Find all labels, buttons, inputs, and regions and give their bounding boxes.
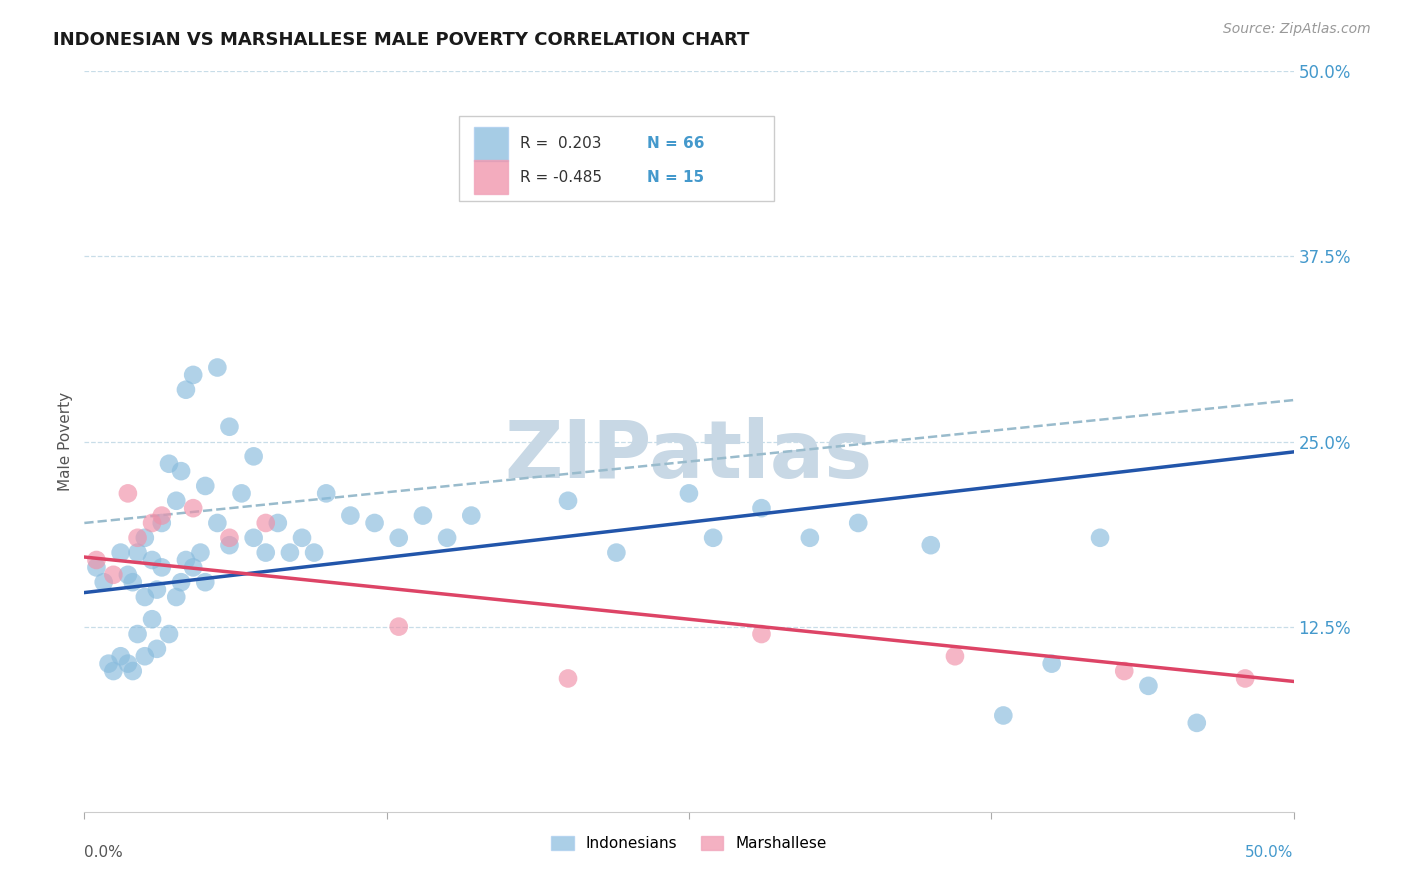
- Indonesians: [363, 516, 385, 530]
- Indonesians: [702, 531, 724, 545]
- Marshallese: [751, 627, 773, 641]
- Marshallese: [103, 567, 125, 582]
- Indonesians: [117, 567, 139, 582]
- Indonesians: [103, 664, 125, 678]
- Marshallese: [1234, 672, 1257, 686]
- Indonesians: [121, 575, 143, 590]
- Indonesians: [218, 419, 240, 434]
- Text: R = -0.485: R = -0.485: [520, 169, 602, 185]
- Indonesians: [315, 486, 337, 500]
- Indonesians: [165, 590, 187, 604]
- Indonesians: [110, 649, 132, 664]
- Indonesians: [150, 516, 173, 530]
- Text: INDONESIAN VS MARSHALLESE MALE POVERTY CORRELATION CHART: INDONESIAN VS MARSHALLESE MALE POVERTY C…: [53, 31, 749, 49]
- Indonesians: [97, 657, 120, 671]
- Indonesians: [150, 560, 173, 574]
- Marshallese: [1114, 664, 1136, 678]
- Marshallese: [150, 508, 173, 523]
- FancyBboxPatch shape: [460, 116, 773, 201]
- Marshallese: [943, 649, 966, 664]
- Indonesians: [1040, 657, 1063, 671]
- Y-axis label: Male Poverty: Male Poverty: [58, 392, 73, 491]
- Text: R =  0.203: R = 0.203: [520, 136, 602, 152]
- Text: N = 15: N = 15: [647, 169, 704, 185]
- Indonesians: [920, 538, 942, 552]
- Indonesians: [157, 457, 180, 471]
- Indonesians: [146, 641, 169, 656]
- Indonesians: [254, 546, 277, 560]
- Indonesians: [799, 531, 821, 545]
- Indonesians: [127, 627, 149, 641]
- Indonesians: [1137, 679, 1160, 693]
- Indonesians: [993, 708, 1015, 723]
- Marshallese: [181, 501, 204, 516]
- Indonesians: [93, 575, 115, 590]
- Indonesians: [605, 546, 627, 560]
- Text: 0.0%: 0.0%: [84, 845, 124, 860]
- Indonesians: [388, 531, 411, 545]
- Indonesians: [110, 546, 132, 560]
- Indonesians: [174, 553, 197, 567]
- Text: 50.0%: 50.0%: [1246, 845, 1294, 860]
- Legend: Indonesians, Marshallese: Indonesians, Marshallese: [544, 830, 834, 857]
- Indonesians: [157, 627, 180, 641]
- Indonesians: [231, 486, 253, 500]
- Indonesians: [278, 546, 301, 560]
- Indonesians: [134, 531, 156, 545]
- Marshallese: [557, 672, 579, 686]
- Indonesians: [146, 582, 169, 597]
- Indonesians: [1185, 715, 1208, 730]
- Indonesians: [436, 531, 458, 545]
- Indonesians: [194, 575, 217, 590]
- Indonesians: [291, 531, 314, 545]
- Indonesians: [412, 508, 434, 523]
- Marshallese: [117, 486, 139, 500]
- FancyBboxPatch shape: [474, 128, 508, 161]
- Marshallese: [218, 531, 240, 545]
- Indonesians: [207, 516, 229, 530]
- Indonesians: [121, 664, 143, 678]
- Indonesians: [242, 450, 264, 464]
- Indonesians: [141, 553, 163, 567]
- Indonesians: [117, 657, 139, 671]
- Indonesians: [339, 508, 361, 523]
- Marshallese: [86, 553, 108, 567]
- Indonesians: [751, 501, 773, 516]
- Indonesians: [846, 516, 869, 530]
- Marshallese: [141, 516, 163, 530]
- Indonesians: [174, 383, 197, 397]
- Indonesians: [242, 531, 264, 545]
- Indonesians: [460, 508, 482, 523]
- Indonesians: [127, 546, 149, 560]
- Indonesians: [181, 368, 204, 382]
- Indonesians: [86, 560, 108, 574]
- Text: Source: ZipAtlas.com: Source: ZipAtlas.com: [1223, 22, 1371, 37]
- Indonesians: [194, 479, 217, 493]
- Text: ZIPatlas: ZIPatlas: [505, 417, 873, 495]
- Indonesians: [165, 493, 187, 508]
- Indonesians: [141, 612, 163, 626]
- Indonesians: [170, 464, 193, 478]
- Indonesians: [134, 590, 156, 604]
- Indonesians: [170, 575, 193, 590]
- Marshallese: [127, 531, 149, 545]
- Indonesians: [678, 486, 700, 500]
- Indonesians: [134, 649, 156, 664]
- Indonesians: [207, 360, 229, 375]
- Indonesians: [190, 546, 212, 560]
- Indonesians: [267, 516, 290, 530]
- Indonesians: [218, 538, 240, 552]
- Marshallese: [254, 516, 277, 530]
- Indonesians: [1088, 531, 1111, 545]
- FancyBboxPatch shape: [474, 161, 508, 194]
- Text: N = 66: N = 66: [647, 136, 704, 152]
- Indonesians: [181, 560, 204, 574]
- Marshallese: [388, 619, 411, 633]
- Indonesians: [302, 546, 325, 560]
- Indonesians: [557, 493, 579, 508]
